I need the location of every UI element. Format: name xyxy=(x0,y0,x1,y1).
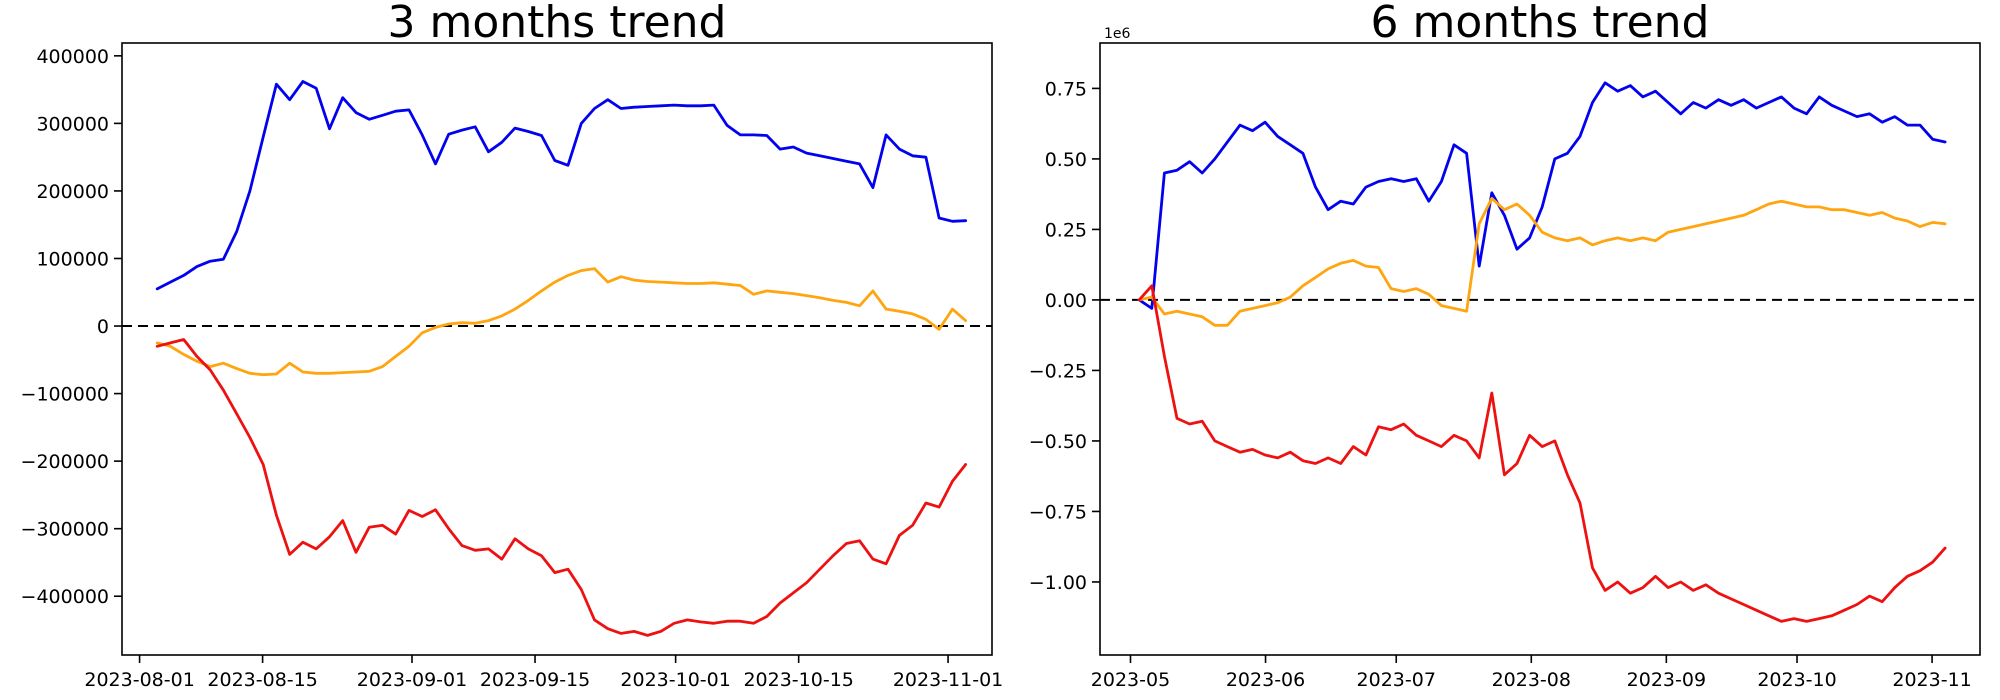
red-series-line xyxy=(155,338,967,637)
orange-series-line xyxy=(1137,196,1947,327)
y-tick-label: −400000 xyxy=(21,586,109,608)
red-series-line xyxy=(1137,284,1947,623)
x-tick-label: 2023-09-01 xyxy=(357,669,467,691)
x-tick-label: 2023-07 xyxy=(1357,669,1436,691)
x-tick-label: 2023-10 xyxy=(1757,669,1836,691)
plot-3-months: 400000 300000 200000 100000 0 −100000 −200000 −… xyxy=(21,42,1003,691)
y-tick-label: −100000 xyxy=(21,384,109,406)
y-tick-label: 200000 xyxy=(36,181,109,203)
x-tick-label: 2023-08-15 xyxy=(207,669,317,691)
axes-border xyxy=(121,42,993,656)
y-tick-label: −0.75 xyxy=(1029,501,1087,523)
y-tick-label: 300000 xyxy=(36,113,109,135)
x-tick-label: 2023-08-01 xyxy=(84,669,194,691)
y-tick-label: 0 xyxy=(97,316,109,338)
y-tick-label: 100000 xyxy=(36,248,109,270)
x-tick-label: 2023-09 xyxy=(1627,669,1706,691)
blue-series-line xyxy=(155,80,967,291)
x-tick-label: 2023-09-15 xyxy=(480,669,590,691)
y-tick-label: 0.25 xyxy=(1045,219,1087,241)
y-tick-label: 400000 xyxy=(36,46,109,68)
axes-border xyxy=(1099,42,1981,656)
chart-title-6-months: 6 months trend xyxy=(1370,0,1710,48)
y-tick-label: −1.00 xyxy=(1029,572,1087,594)
y-tick-label: −0.50 xyxy=(1029,431,1087,453)
y-axis-exponent-label: 1e6 xyxy=(1104,26,1131,42)
x-tick-label: 2023-10-01 xyxy=(620,669,730,691)
x-tick-label: 2023-11 xyxy=(1892,669,1971,691)
x-tick-label: 2023-05 xyxy=(1091,669,1170,691)
y-tick-label: 0.75 xyxy=(1045,78,1087,100)
plot-6-months: 0.75 0.50 0.25 0.00 −0.25 −0.50 −0.75 −1.00 2023… xyxy=(1029,42,1981,691)
blue-series-line xyxy=(1137,81,1947,310)
y-tick-label: −300000 xyxy=(21,519,109,541)
chart-title-3-months: 3 months trend xyxy=(387,0,727,48)
x-tick-label: 2023-10-15 xyxy=(743,669,853,691)
x-tick-label: 2023-06 xyxy=(1226,669,1305,691)
y-tick-label: 0.50 xyxy=(1045,149,1087,171)
y-tick-label: −0.25 xyxy=(1029,360,1087,382)
y-tick-label: −200000 xyxy=(21,451,109,473)
x-tick-label: 2023-08 xyxy=(1492,669,1571,691)
orange-series-line xyxy=(155,267,967,377)
y-tick-label: 0.00 xyxy=(1045,290,1087,312)
x-tick-label: 2023-11-01 xyxy=(893,669,1003,691)
